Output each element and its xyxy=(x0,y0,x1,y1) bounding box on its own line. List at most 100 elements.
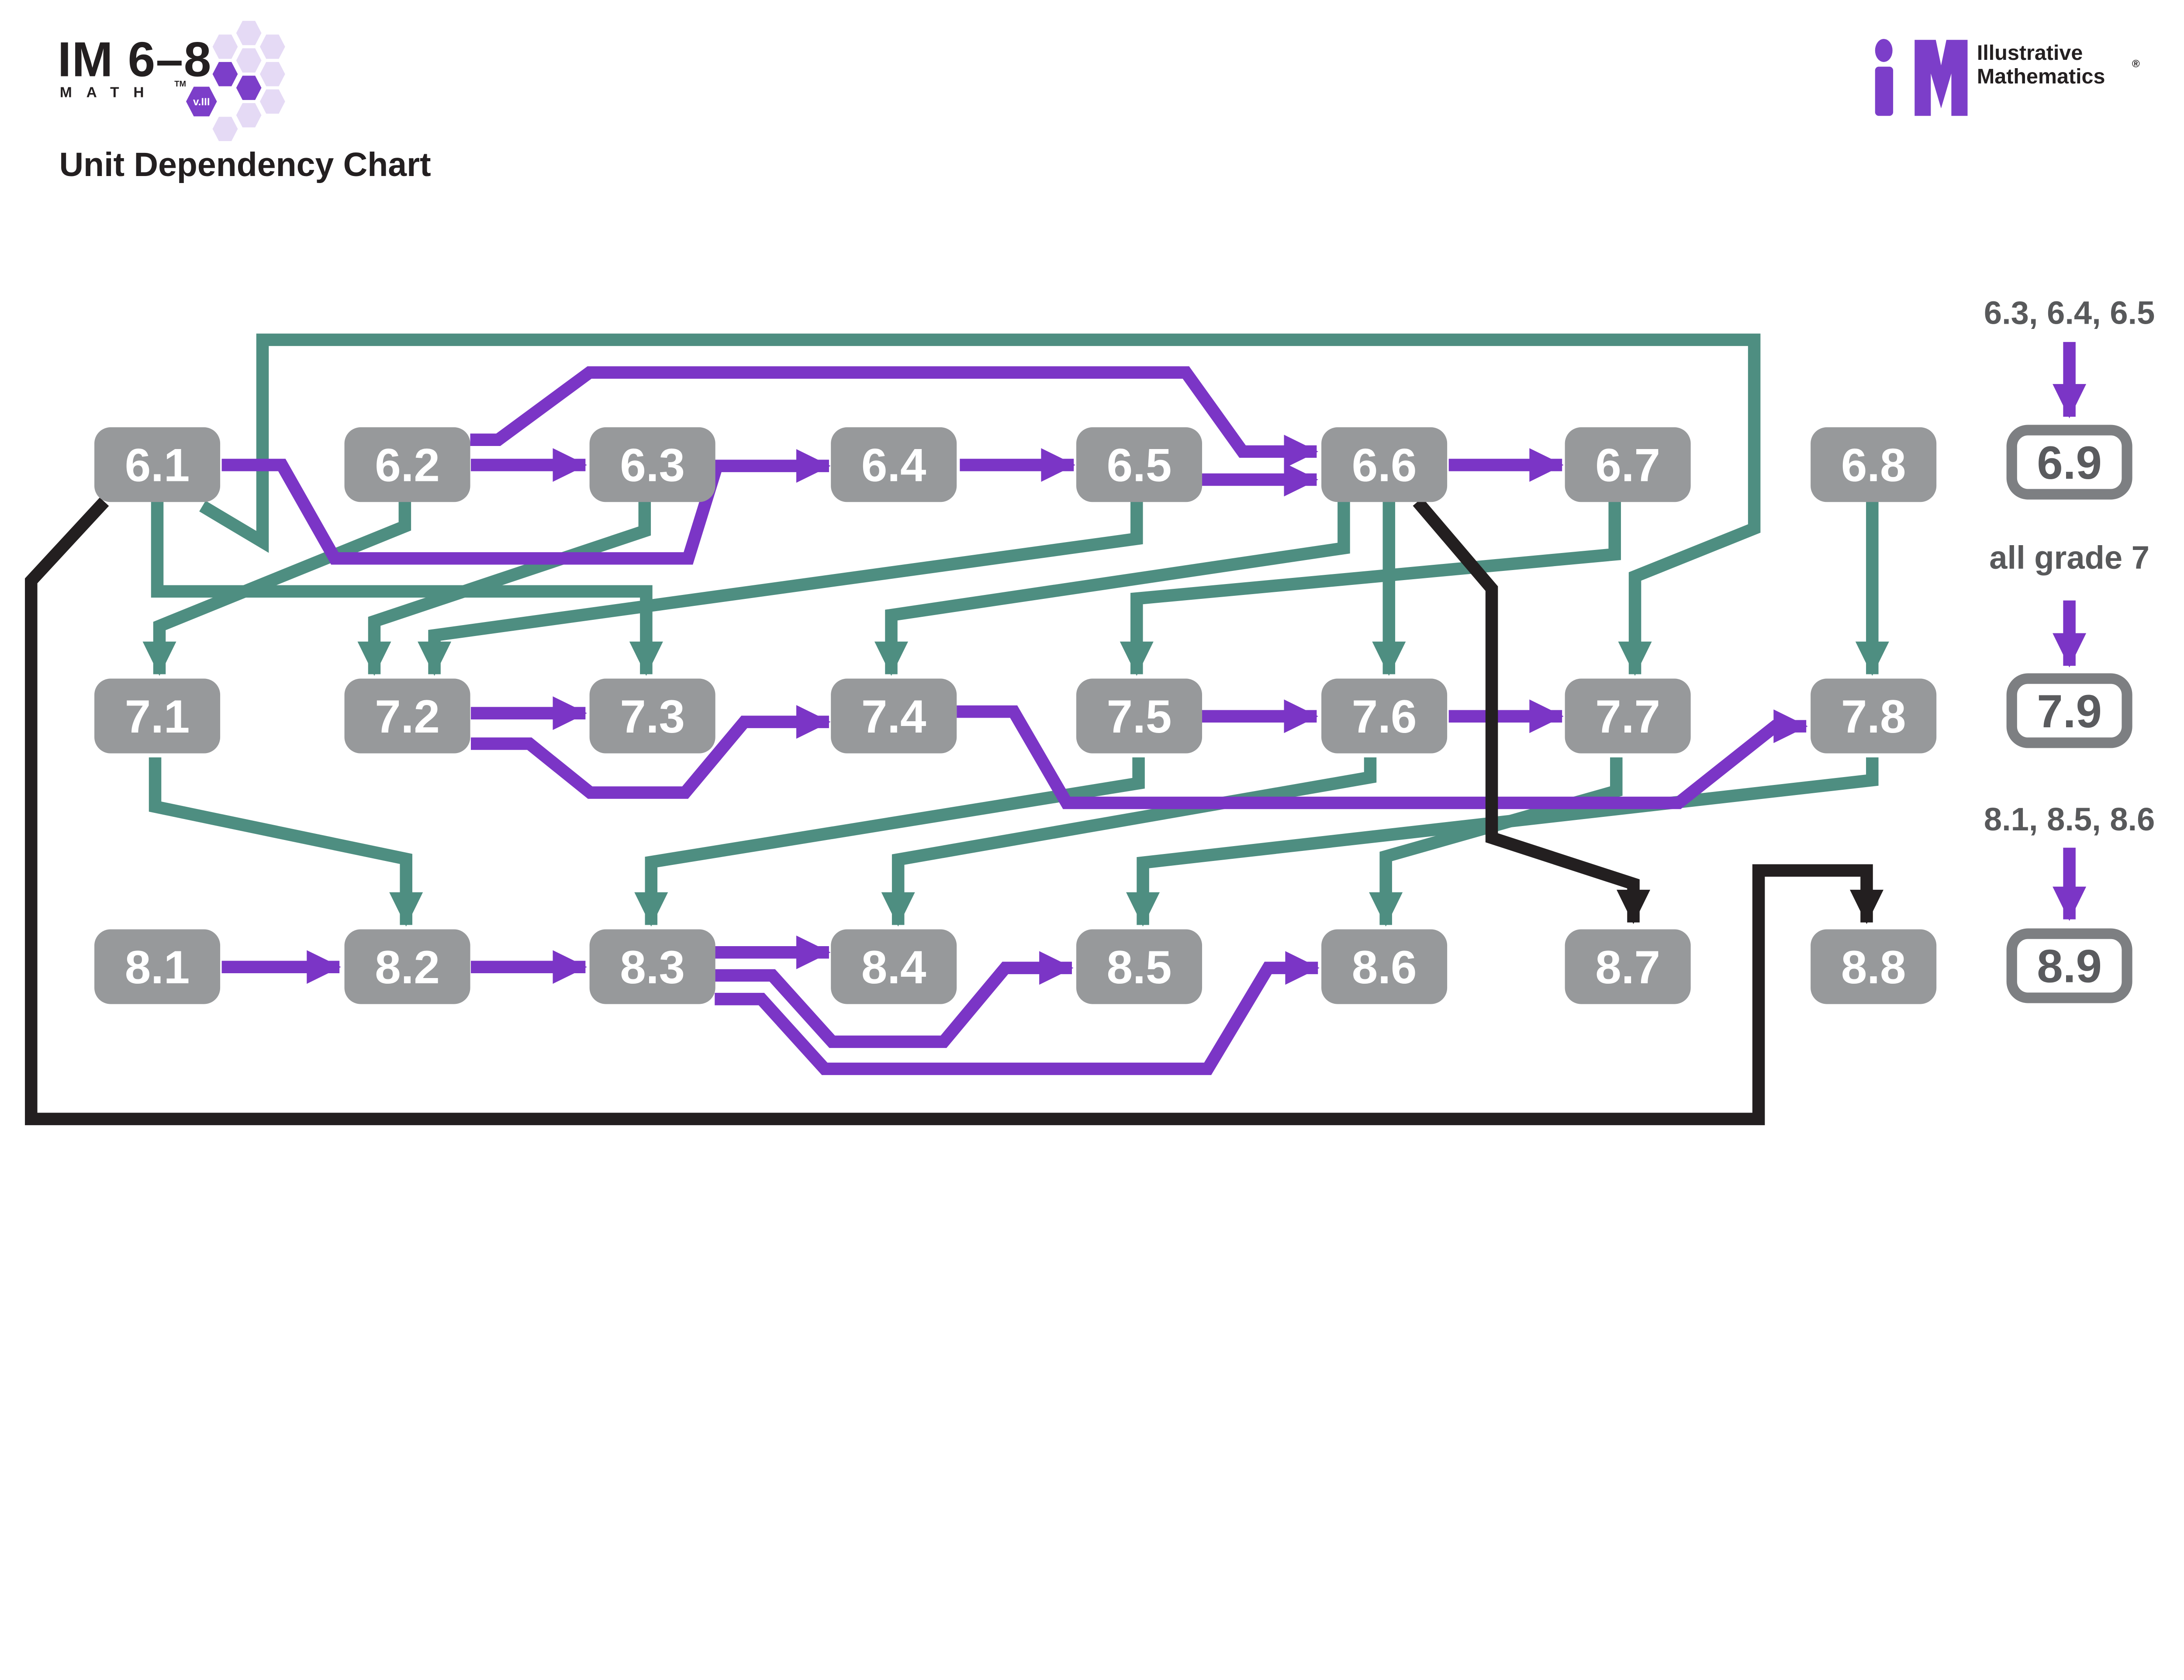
unit-label-6.5: 6.5 xyxy=(1107,439,1172,491)
logo-math-text: MATH xyxy=(60,84,158,100)
unit-dependency-chart: IM 6–8 MATH TM v.III Unit Dependency Cha… xyxy=(25,21,2155,1125)
prerequisite-labels: 6.3, 6.4, 6.5 all grade 7 8.1, 8.5, 8.6 xyxy=(1984,294,2155,837)
hexagon-cluster-icon xyxy=(186,21,285,141)
unit-label-6.2: 6.2 xyxy=(375,439,440,491)
unit-label-8.1: 8.1 xyxy=(125,941,190,993)
edge-7.6->8.4 xyxy=(881,757,1377,927)
hexagon-version-icon xyxy=(186,86,217,117)
unit-label-8.3: 8.3 xyxy=(620,941,685,993)
hexagon-icon xyxy=(236,103,262,128)
page: IM 6–8 MATH TM v.III Unit Dependency Cha… xyxy=(25,21,2155,1125)
hexagon-icon xyxy=(236,48,262,73)
prereq-label-1: all grade 7 xyxy=(1989,539,2149,576)
hexagon-icon xyxy=(212,35,238,59)
edge-6.7->7.5 xyxy=(1120,501,1621,676)
unit-node-8.4: 8.4 xyxy=(831,929,957,1004)
registered-symbol: ® xyxy=(2132,58,2140,70)
unit-node-7.3: 7.3 xyxy=(589,678,715,754)
edge-8.3->8.5 xyxy=(715,951,1074,1048)
unit-box-6.2 xyxy=(344,427,470,502)
unit-node-7.8: 7.8 xyxy=(1811,678,1937,754)
edge-8.3->8.6 xyxy=(715,951,1320,1075)
unit-label-6.8: 6.8 xyxy=(1841,439,1906,491)
hexagon-icon xyxy=(236,76,262,100)
hexagon-icon xyxy=(212,62,238,86)
unit-label-7.5: 7.5 xyxy=(1107,690,1172,743)
unit-label-7.6: 7.6 xyxy=(1352,690,1417,743)
unit-box-8.9 xyxy=(2006,928,2132,1003)
edge-6.1->6.4 xyxy=(221,449,831,565)
unit-node-6.4: 6.4 xyxy=(831,427,957,502)
unit-node-7.6: 7.6 xyxy=(1321,678,1448,754)
logo-version-label: v.III xyxy=(193,96,210,108)
unit-label-6.3: 6.3 xyxy=(620,439,685,491)
unit-nodes: 6.1 6.2 6.3 6.4 6.5 6.6 6.7 6.8 7.1 7.2 7.3 7.4 7.5 7… xyxy=(94,425,2132,1004)
trademark-symbol: TM xyxy=(174,79,186,88)
unit-box-6.6 xyxy=(1321,427,1448,502)
edge-7.8->8.5 xyxy=(1126,757,1879,927)
unit-node-7.9: 7.9 xyxy=(2006,673,2132,748)
unit-label-6.4: 6.4 xyxy=(861,439,926,491)
unit-box-6.9 xyxy=(2006,425,2132,500)
edge-6.6->8.7 xyxy=(1413,498,1650,924)
unit-box-8.1 xyxy=(94,929,221,1004)
unit-box-7.5 xyxy=(1076,678,1203,754)
edge-6.1->7.7 xyxy=(199,333,1761,676)
unit-label-6.9: 6.9 xyxy=(2037,436,2102,489)
unit-box-8.3 xyxy=(589,929,715,1004)
unit-node-8.7: 8.7 xyxy=(1565,929,1691,1004)
edge-6.1->7.3 xyxy=(151,501,663,676)
im-68-math-logo: IM 6–8 MATH TM v.III xyxy=(58,21,285,141)
unit-box-7.4 xyxy=(831,678,957,754)
unit-node-8.6: 8.6 xyxy=(1321,929,1448,1004)
edge-6.5->7.2 xyxy=(418,501,1143,676)
unit-box-7.1 xyxy=(94,678,221,754)
unit-box-8.5 xyxy=(1076,929,1203,1004)
unit-box-6.3 xyxy=(589,427,715,502)
logo-im-6-8-text: IM 6–8 xyxy=(58,32,212,87)
unit-label-8.2: 8.2 xyxy=(375,941,440,993)
unit-label-7.7: 7.7 xyxy=(1595,690,1660,743)
edge-6.2->6.6 xyxy=(470,366,1318,469)
unit-node-6.6: 6.6 xyxy=(1321,427,1448,502)
unit-label-7.4: 7.4 xyxy=(861,690,926,743)
hexagon-icon xyxy=(259,62,285,86)
unit-label-7.8: 7.8 xyxy=(1841,690,1906,743)
unit-node-7.4: 7.4 xyxy=(831,678,957,754)
unit-node-8.5: 8.5 xyxy=(1076,929,1203,1004)
unit-box-7.8 xyxy=(1811,678,1937,754)
illustrative-mathematics-logo: Illustrative Mathematics ® xyxy=(1875,39,2140,116)
unit-label-8.5: 8.5 xyxy=(1107,941,1172,993)
brand-name-line1: Illustrative xyxy=(1977,41,2083,65)
unit-label-6.1: 6.1 xyxy=(125,439,190,491)
unit-box-8.8 xyxy=(1811,929,1937,1004)
unit-node-8.9: 8.9 xyxy=(2006,928,2132,1003)
unit-node-6.9: 6.9 xyxy=(2006,425,2132,500)
unit-box-6.5 xyxy=(1076,427,1203,502)
brand-name-line2: Mathematics xyxy=(1977,65,2105,88)
edge-6.1->8.8 xyxy=(25,497,1883,1125)
unit-label-7.3: 7.3 xyxy=(620,690,685,743)
unit-box-6.4 xyxy=(831,427,957,502)
unit-label-8.9: 8.9 xyxy=(2037,940,2102,992)
prereq-label-0: 6.3, 6.4, 6.5 xyxy=(1984,294,2155,331)
edge-7.4->7.8 xyxy=(957,705,1808,809)
unit-box-6.1 xyxy=(94,427,221,502)
unit-node-8.2: 8.2 xyxy=(344,929,470,1004)
unit-node-6.8: 6.8 xyxy=(1811,427,1937,502)
unit-node-8.8: 8.8 xyxy=(1811,929,1937,1004)
unit-node-6.1: 6.1 xyxy=(94,427,221,502)
unit-node-8.3: 8.3 xyxy=(589,929,715,1004)
unit-label-7.1: 7.1 xyxy=(125,690,190,743)
unit-label-7.2: 7.2 xyxy=(375,690,440,743)
edge-6.3->7.2 xyxy=(357,501,651,676)
unit-box-7.3 xyxy=(589,678,715,754)
unit-node-7.5: 7.5 xyxy=(1076,678,1203,754)
unit-box-8.4 xyxy=(831,929,957,1004)
unit-label-8.4: 8.4 xyxy=(861,941,926,993)
unit-box-8.2 xyxy=(344,929,470,1004)
unit-node-6.2: 6.2 xyxy=(344,427,470,502)
unit-node-8.1: 8.1 xyxy=(94,929,221,1004)
unit-box-6.8 xyxy=(1811,427,1937,502)
unit-box-8.6 xyxy=(1321,929,1448,1004)
